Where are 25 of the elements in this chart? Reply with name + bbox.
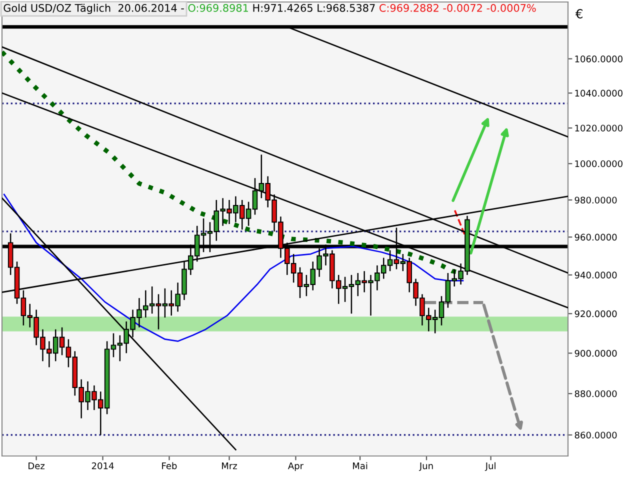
x-tick-label: Apr <box>288 462 304 471</box>
y-tick-label: 980.0000 <box>574 196 617 204</box>
y-tick-label: 1060.0000 <box>575 56 622 62</box>
y-tick-label: 1040.0000 <box>575 90 622 97</box>
annotation: H:971.4265 L:968.5387 <box>253 4 375 12</box>
x-tick-label: 2014 <box>92 462 114 470</box>
x-tick-label: Mrz <box>222 462 237 470</box>
annotation: O:969.8981 <box>188 4 248 12</box>
y-tick-label: 940.0000 <box>574 272 617 278</box>
annotation: C:969.2882 -0.0072 -0.0007% <box>380 4 536 12</box>
line-series <box>3 194 464 342</box>
x-tick-label: Jun <box>418 462 433 471</box>
y-tick-label: 880.0000 <box>574 390 617 398</box>
y-tick-label: 920.0000 <box>574 310 617 318</box>
y-tick-label: 960.0000 <box>574 234 617 241</box>
y-tick-label: 1020.0000 <box>575 124 622 132</box>
y-axis-title: € <box>575 9 582 18</box>
y-tick-label: 1000.0000 <box>575 160 622 168</box>
x-tick-label: Feb <box>162 462 177 470</box>
x-tick-label: Jul <box>484 462 496 471</box>
y-tick-label: 860.0000 <box>574 432 617 439</box>
x-tick-label: Mai <box>353 462 368 470</box>
x-tick-label: Dez <box>28 462 45 470</box>
y-tick-label: 900.0000 <box>574 350 617 357</box>
chart-title: Gold USD/OZ Täglich 20.06.2014 - <box>4 4 184 14</box>
